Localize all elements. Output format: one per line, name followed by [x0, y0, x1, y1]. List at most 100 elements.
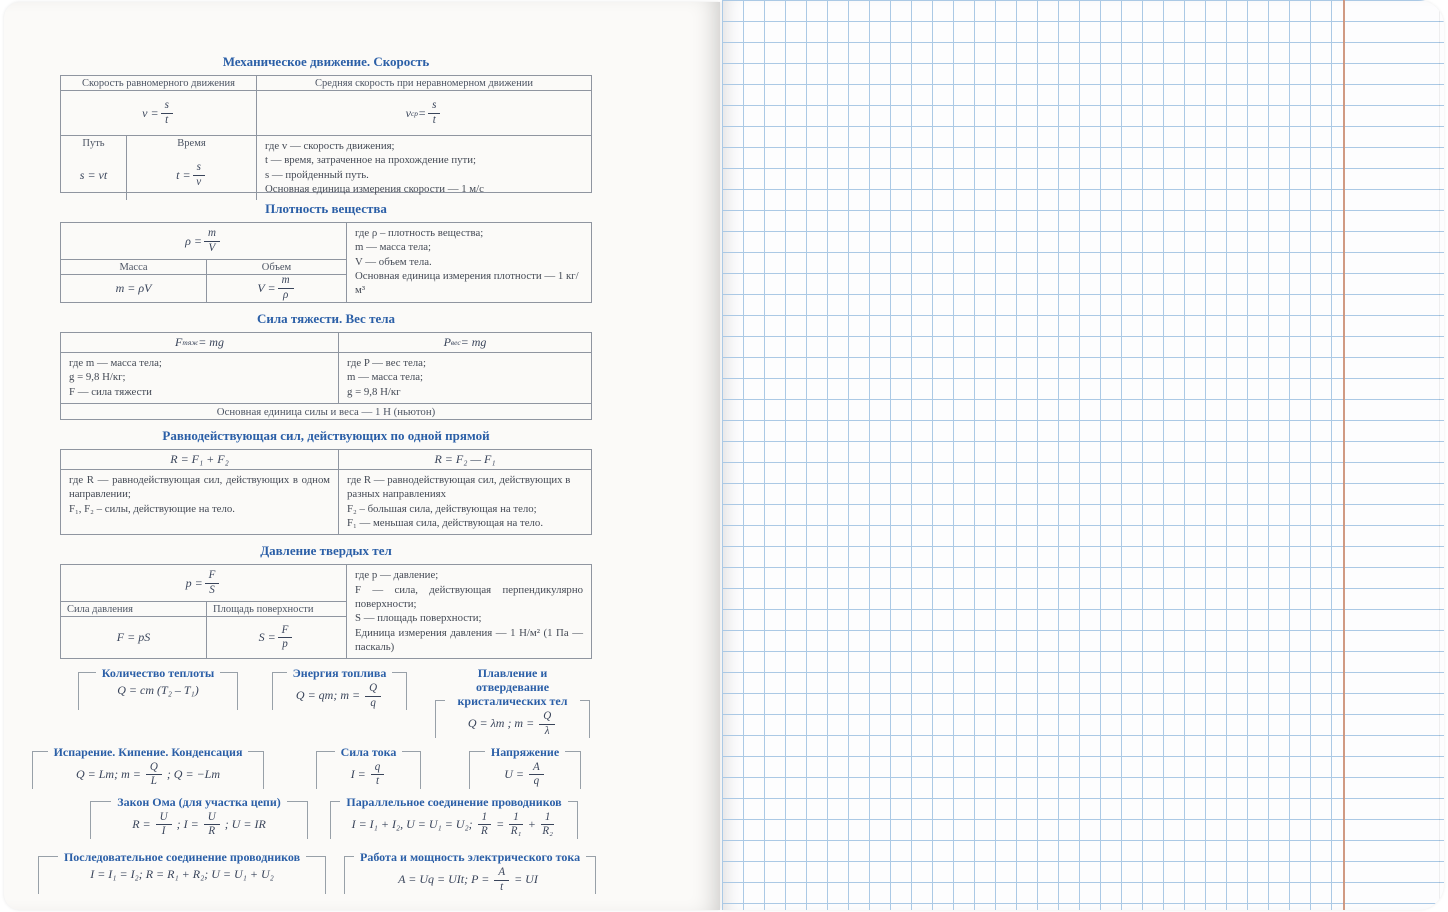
- note-line: где p — давление;: [355, 569, 439, 582]
- table-row: где m — масса тела; g = 9,8 Н/кг; F — си…: [61, 351, 591, 403]
- formula-cell: R = F₁ + F₂: [170, 451, 229, 466]
- page-edge-line: [1439, 10, 1440, 900]
- header-cell: Площадь поверхности: [206, 602, 346, 617]
- bracket-arm-right: [306, 856, 326, 895]
- footer-cell: Основная единица силы и веса — 1 Н (ньют…: [216, 405, 436, 418]
- header-cell: Скорость равномерного движения: [82, 78, 235, 89]
- bracket-arm-right: [580, 700, 590, 739]
- spacer: [60, 303, 592, 311]
- notes-cell: где P — вес тела; m — масса тела; g = 9,…: [338, 352, 591, 403]
- header-cell: Средняя скорость при неравномерном движе…: [256, 76, 591, 90]
- spacer: [60, 420, 592, 428]
- mini-section-parallel-connection: Параллельное соединение проводников I = …: [330, 794, 579, 839]
- mini-title-line: Плавление и отвердевание: [475, 666, 550, 695]
- note-line: V — объем тела.: [355, 255, 432, 268]
- mini-title: Последовательное соединение проводников: [63, 850, 301, 865]
- bracket-arm-left: [272, 672, 287, 711]
- resultant-table: R = F₁ + F₂ R = F₂ — F₁ где R — равнодей…: [60, 448, 592, 536]
- motion-table: Скорость равномерного движения Средняя с…: [60, 75, 592, 201]
- mini-title: Работа и мощность электрического тока: [360, 850, 581, 865]
- mini-title: Энергия топлива: [292, 666, 387, 681]
- note-line: где v — скорость движения;: [265, 140, 395, 152]
- note-line: m — масса тела;: [355, 241, 432, 254]
- notes-cell: где m — масса тела; g = 9,8 Н/кг; F — си…: [61, 353, 338, 403]
- note-line: S — площадь поверхности;: [355, 612, 482, 625]
- note-line: Единица измерения давления — 1 Н/м² (1 П…: [355, 626, 583, 654]
- mini-section-melting: Плавление и отвердевание кристалических …: [435, 666, 590, 739]
- mini-head: Сила тока: [316, 745, 421, 789]
- header-cell: Путь: [82, 138, 105, 149]
- note-line: где P — вес тела;: [347, 356, 426, 369]
- section-title-resultant: Равнодействующая сил, действующих по одн…: [162, 427, 490, 443]
- mini-head: Последовательное соединение проводников: [38, 850, 326, 895]
- mini-section-series-connection: Последовательное соединение проводников …: [38, 850, 326, 895]
- note-line: m — масса тела;: [347, 371, 424, 384]
- mini-row: Последовательное соединение проводников …: [38, 850, 597, 895]
- mini-head: Работа и мощность электрического тока: [344, 850, 597, 895]
- bracket-arm-right: [220, 672, 238, 711]
- spacer: [60, 535, 592, 543]
- mini-title: Закон Ома (для участка цепи): [117, 794, 281, 809]
- bracket-arm-right: [565, 750, 581, 789]
- bracket-arm-left: [435, 700, 445, 739]
- note-line: g = 9,8 Н/кг: [347, 385, 401, 398]
- mini-title: Напряжение: [490, 744, 560, 759]
- mini-formula: Q = cm (T₂ – T₁): [117, 683, 199, 698]
- formula-cell: R = F₂ — F₁: [338, 449, 591, 469]
- table-row: R = F₁ + F₂ R = F₂ — F₁: [61, 449, 591, 469]
- notes-cell: где R — равнодействующая сил, действующи…: [61, 470, 338, 534]
- mini-head: Закон Ома (для участка цепи): [90, 794, 309, 839]
- note-line: где R — равнодействующая сил, действующи…: [69, 473, 330, 501]
- bracket-arm-left: [316, 750, 335, 789]
- note-line: F — сила тяжести: [69, 385, 152, 398]
- bracket-arm-left: [330, 800, 341, 839]
- header-cell: Объем: [206, 260, 346, 274]
- mini-head: Количество теплоты: [78, 666, 238, 711]
- note-line: F₂ – большая сила, действующая на тело;: [347, 502, 537, 515]
- table-row: Сила давления Площадь поверхности: [61, 601, 346, 617]
- mini-title: Плавление и отвердевание кристалических …: [451, 666, 574, 708]
- mini-head: Напряжение: [469, 744, 581, 789]
- note-line: t — время, затраченное на прохождение пу…: [265, 154, 477, 167]
- bracket-arm-left: [78, 672, 96, 711]
- formula-page-content: Механическое движение. Скорость Скорость…: [32, 54, 597, 895]
- mini-title: Параллельное соединение проводников: [346, 794, 562, 809]
- bracket-arm-left: [38, 856, 58, 895]
- note-line: F₁, F₂ – силы, действующие на тело.: [69, 502, 235, 515]
- notes-cell: где R — равнодействующая сил, действующи…: [338, 469, 591, 535]
- mini-section-heat-quantity: Количество теплоты Q = cm (T₂ – T₁): [78, 666, 238, 711]
- note-line: Основная единица измерения скорости — 1 …: [265, 183, 484, 196]
- note-line: F — сила, действующая перпендикулярно по…: [355, 583, 583, 611]
- mini-title-line: кристалических тел: [457, 694, 568, 709]
- section-title-density: Плотность вещества: [265, 201, 387, 216]
- table-row: где R — равнодействующая сил, действующи…: [61, 468, 591, 535]
- bracket-arm-left: [344, 856, 354, 895]
- table-row: Скорость равномерного движения Средняя с…: [61, 76, 591, 90]
- bracket-arm-right: [286, 800, 309, 839]
- mini-head: Параллельное соединение проводников: [330, 794, 579, 839]
